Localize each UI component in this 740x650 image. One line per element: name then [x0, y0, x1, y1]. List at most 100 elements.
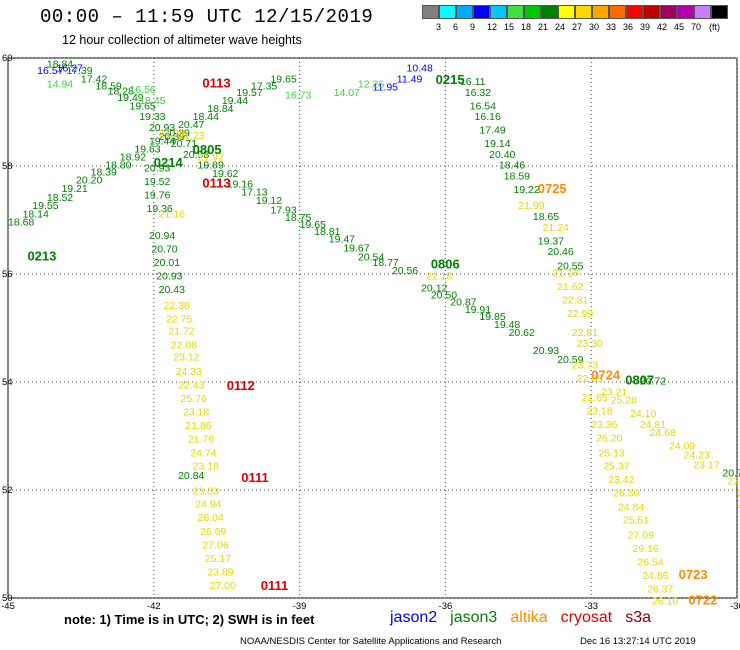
wave-height-value: 19.52: [144, 176, 170, 188]
wave-height-value: 17.39: [66, 65, 92, 77]
color-swatch: [558, 5, 575, 19]
wave-height-value: 24.84: [618, 502, 644, 514]
color-scale-label: 33: [606, 22, 617, 32]
wave-height-value: 18.84: [207, 103, 233, 115]
color-scale-label: 70: [691, 22, 702, 32]
wave-height-value: 21.18: [426, 270, 452, 282]
wave-height-value: 17.13: [241, 187, 267, 199]
wave-height-value: 23.00: [737, 498, 740, 510]
wave-height-value: 21.23: [178, 130, 204, 142]
wave-height-value: 21.16: [159, 208, 185, 220]
wave-height-value: 19.33: [139, 111, 165, 123]
wave-height-value: 18.44: [193, 111, 219, 123]
wave-height-value: 23.33: [193, 485, 219, 497]
pass-time-label: 0113: [202, 176, 230, 191]
wave-height-value: 21.65: [581, 392, 607, 404]
wave-height-value: 18.75: [285, 212, 311, 224]
wave-height-value: 20.94: [149, 230, 175, 242]
wave-height-value: 22.75: [166, 314, 192, 326]
color-swatch: [439, 5, 456, 19]
x-tick-label: -45: [1, 601, 15, 612]
wave-height-value: 23.73: [572, 360, 598, 372]
wave-height-value: 21.72: [168, 325, 194, 337]
wave-height-value: 20.59: [557, 354, 583, 366]
wave-height-value: 16.73: [285, 90, 311, 102]
wave-height-value: 14.94: [47, 79, 73, 91]
pass-time-label: 0111: [241, 470, 269, 485]
color-swatch: [660, 5, 677, 19]
color-scale-label: 39: [640, 22, 651, 32]
color-swatch: [473, 5, 490, 19]
y-tick-label: 50: [2, 593, 13, 604]
wave-height-value: 11.49: [397, 73, 423, 85]
x-tick-label: -36: [439, 601, 453, 612]
wave-height-value: 18.14: [23, 208, 49, 220]
color-swatch: [711, 5, 728, 19]
wave-height-value: 19.67: [343, 242, 369, 254]
wave-height-value: 16.54: [470, 100, 496, 112]
wave-height-value: 20.71: [171, 138, 197, 150]
wave-height-value: 20.39: [159, 131, 185, 143]
wave-height-value: 24.33: [176, 366, 202, 378]
wave-height-value: 21.28: [159, 127, 185, 139]
wave-height-value: 21.92: [198, 152, 224, 164]
footer-note: note: 1) Time is in UTC; 2) SWH is in fe…: [64, 612, 315, 627]
wave-height-value: 23.18: [586, 405, 612, 417]
wave-height-value: 19.12: [256, 195, 282, 207]
wave-height-value: 22.84: [737, 487, 740, 499]
pass-time-label: 0214: [154, 155, 184, 170]
wave-height-value: 26.10: [652, 595, 678, 607]
color-scale-label: 3: [436, 22, 442, 32]
wave-height-value: 20.43: [159, 284, 185, 296]
wave-height-value: 16.16: [475, 111, 501, 123]
x-tick-label: -33: [584, 601, 598, 612]
y-tick-label: 52: [2, 485, 13, 496]
wave-height-value: 23.42: [608, 474, 634, 486]
wave-height-value: 19.65: [130, 100, 156, 112]
wave-height-value: 20.01: [154, 257, 180, 269]
footer-timestamp: Dec 16 13:27:14 UTC 2019: [580, 636, 696, 647]
wave-height-value: 26.37: [647, 584, 673, 596]
wave-height-value: 26.54: [637, 557, 663, 569]
wave-height-value: 20.20: [76, 174, 102, 186]
wave-height-value: 19.21: [61, 183, 87, 195]
wave-height-value: 17.35: [251, 80, 277, 92]
wave-height-value: 21.99: [518, 200, 544, 212]
color-scale-label: 45: [674, 22, 685, 32]
color-scale-label: 24: [555, 22, 566, 32]
page-subtitle: 12 hour collection of altimeter wave hei…: [62, 33, 302, 47]
y-tick-label: 60: [2, 53, 13, 64]
wave-height-value: 20.84: [178, 470, 204, 482]
wave-height-value: 22.81: [562, 295, 588, 307]
wave-height-value: 20.93: [533, 345, 559, 357]
color-swatch: [643, 5, 660, 19]
wave-height-value: 26.04: [198, 512, 224, 524]
wave-height-value: 23.18: [183, 406, 209, 418]
color-scale-label: 18: [521, 22, 532, 32]
color-scale-label: 27: [572, 22, 583, 32]
wave-height-value: 21.86: [185, 420, 211, 432]
wave-height-value: 19.44: [149, 135, 175, 147]
color-swatch: [524, 5, 541, 19]
satellite-legend: jason2 jason3 altika cryosat s3a: [390, 609, 664, 627]
wave-height-value: 23.21: [601, 387, 627, 399]
wave-height-value: 17.42: [81, 73, 107, 85]
wave-height-value: 18.84: [47, 59, 73, 71]
wave-height-value: 19.63: [134, 144, 160, 156]
wave-height-value: 10.48: [407, 63, 433, 75]
color-scale-label: 42: [657, 22, 668, 32]
wave-height-value: 20.56: [392, 265, 418, 277]
wave-height-value: 26.69: [200, 526, 226, 538]
color-scale-label: 21: [538, 22, 549, 32]
wave-height-value: 17.49: [479, 125, 505, 137]
wave-height-value: 20.47: [178, 119, 204, 131]
wave-height-value: 19.85: [479, 311, 505, 323]
wave-height-value: 22.38: [164, 300, 190, 312]
wave-height-value: 19.65: [270, 73, 296, 85]
pass-time-label: 0806: [431, 257, 460, 272]
x-tick-label: -39: [293, 601, 307, 612]
wave-height-value: 25.28: [611, 395, 637, 407]
wave-height-value: 23.30: [577, 338, 603, 350]
wave-height-value: 19.57: [236, 87, 262, 99]
wave-height-value: 22.43: [178, 379, 204, 391]
